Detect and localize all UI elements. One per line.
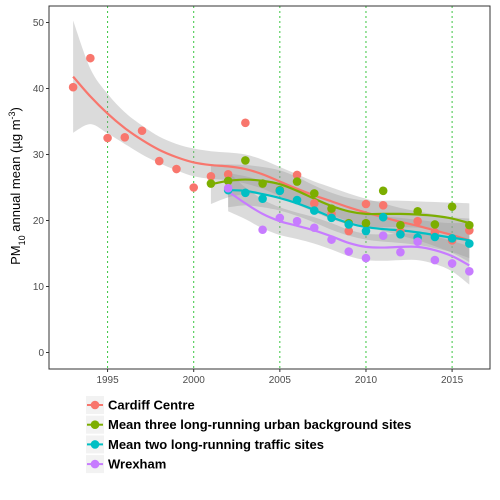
point-series-4-2002	[223, 183, 233, 193]
point-series-3-2014	[430, 232, 440, 242]
x-tick-label-2015: 2015	[441, 375, 464, 386]
legend-label-3: Mean two long-running traffic sites	[108, 437, 324, 452]
point-series-3-2008	[327, 213, 336, 223]
point-series-2-2014	[430, 220, 440, 229]
point-series-4-2012	[396, 247, 405, 257]
panel-background	[49, 6, 490, 369]
point-series-2-2012	[396, 220, 405, 230]
point-series-3-2005	[275, 186, 285, 196]
point-series-2-2002	[223, 176, 233, 186]
point-series-1-2013	[413, 216, 422, 226]
point-series-1-2007	[309, 199, 319, 208]
point-series-3-2010	[361, 226, 371, 236]
point-series-3-2004	[258, 194, 267, 204]
point-series-1-1999	[172, 164, 181, 174]
legend-label-1: Cardiff Centre	[108, 398, 195, 413]
point-series-3-2011	[378, 212, 388, 222]
point-series-3-2006	[292, 195, 302, 205]
point-series-2-2003	[241, 156, 250, 165]
point-series-2-2015	[447, 202, 457, 211]
y-tick-label-30: 30	[33, 150, 45, 161]
point-series-4-2016	[465, 267, 474, 276]
y-tick-label-50: 50	[33, 18, 45, 29]
point-series-2-2001	[206, 179, 216, 188]
legend-label-2: Mean three long-running urban background…	[108, 417, 411, 432]
legend-key-point-2	[90, 420, 100, 430]
point-series-4-2014	[430, 255, 440, 265]
point-series-2-2010	[361, 218, 371, 228]
point-series-1-2011	[378, 201, 388, 210]
point-series-4-2008	[327, 235, 336, 244]
y-tick-label-10: 10	[33, 282, 45, 293]
point-series-4-2009	[344, 247, 354, 256]
point-series-2-2006	[292, 177, 302, 186]
x-tick-label-2005: 2005	[269, 375, 292, 386]
y-axis: 0 10 20 30 40 50	[33, 18, 49, 359]
point-series-4-2004	[258, 225, 267, 235]
point-series-1-1994	[86, 53, 95, 63]
point-series-4-2005	[275, 213, 285, 223]
point-series-3-2003	[241, 188, 250, 198]
point-series-3-2016	[465, 239, 474, 248]
point-series-1-1996	[120, 133, 130, 142]
point-series-1-2006	[292, 170, 302, 180]
point-series-4-2007	[309, 223, 319, 233]
point-series-1-2003	[241, 118, 250, 128]
legend-label-4: Wrexham	[108, 457, 166, 472]
point-series-2-2013	[413, 206, 422, 216]
legend-key-point-3	[90, 440, 100, 449]
smooth-line-series-4	[227, 190, 470, 267]
point-series-1-1995	[103, 133, 112, 143]
legend: Cardiff Centre Mean three long-running ur…	[86, 396, 411, 474]
x-tick-label-1995: 1995	[96, 375, 119, 386]
y-axis-title: PM10 annual mean (µg m-3)	[7, 107, 27, 265]
point-series-1-1998	[154, 156, 164, 166]
smooth-line-series-2	[210, 178, 470, 225]
panel-border	[48, 5, 491, 370]
y-tick-label-40: 40	[33, 84, 45, 95]
point-series-4-2013	[413, 237, 422, 246]
point-series-3-2007	[309, 206, 319, 215]
point-series-1-1993	[68, 82, 78, 92]
point-series-1-2009	[344, 226, 354, 236]
point-series-1-2000	[189, 183, 199, 192]
y-axis-title-subscript: 10	[17, 235, 27, 245]
point-series-4-2015	[447, 259, 457, 268]
point-series-2-2007	[309, 189, 319, 198]
point-series-1-2010	[361, 199, 371, 209]
point-series-1-1997	[137, 126, 147, 136]
point-series-2-2004	[258, 179, 267, 188]
point-series-3-2009	[344, 220, 354, 229]
y-axis-title-superscript: -3	[7, 111, 17, 119]
band-series-1	[73, 20, 470, 263]
x-axis: 1995 2000 2005 2010 2015	[96, 369, 464, 386]
point-series-3-2012	[396, 230, 405, 239]
point-series-1-2002	[223, 170, 233, 179]
point-series-4-2010	[361, 253, 371, 263]
band-series-4	[228, 171, 470, 285]
x-tick-label-2000: 2000	[183, 375, 206, 386]
point-series-1-2001	[206, 171, 216, 181]
band-series-3	[228, 172, 470, 259]
point-series-3-2015	[447, 234, 457, 243]
y-tick-label-20: 20	[33, 216, 45, 227]
point-series-4-2011	[378, 231, 388, 240]
x-tick-label-2010: 2010	[355, 375, 378, 386]
point-series-2-2011	[378, 186, 388, 196]
y-tick-label-0: 0	[38, 348, 44, 359]
y-axis-title-main: PM	[8, 245, 23, 265]
point-series-2-2008	[327, 204, 336, 213]
point-series-2-2016	[465, 220, 474, 230]
legend-key-point-1	[90, 400, 100, 410]
data-points	[68, 53, 474, 276]
y-axis-title-middle: annual mean (µg m	[8, 119, 23, 235]
y-axis-title-end: )	[8, 107, 23, 111]
legend-key-point-4	[90, 459, 100, 469]
point-series-4-2006	[292, 216, 302, 226]
